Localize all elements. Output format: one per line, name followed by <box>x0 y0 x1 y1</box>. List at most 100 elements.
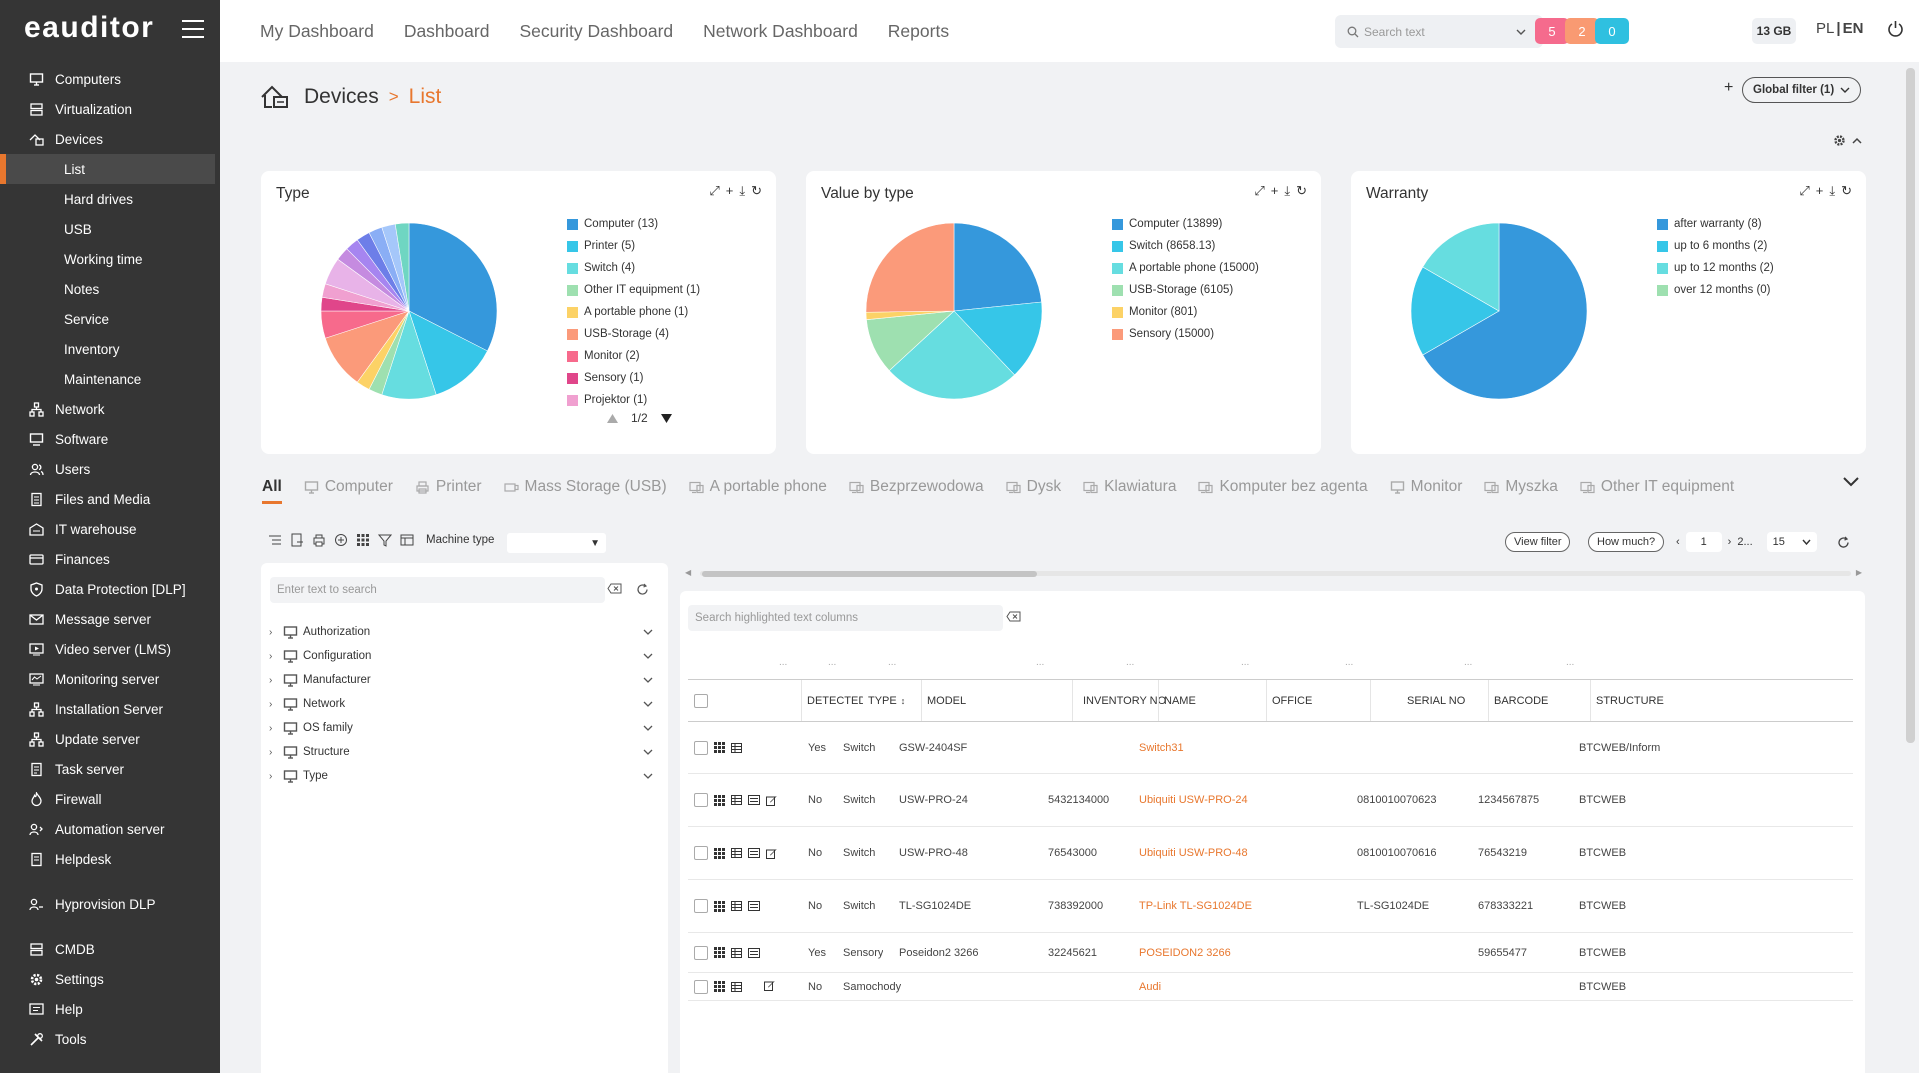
chevron-right-icon[interactable]: › <box>269 770 273 782</box>
download-icon[interactable]: ⤓ <box>1284 183 1291 198</box>
download-icon[interactable]: ⤓ <box>739 183 746 198</box>
sidebar-item-tools[interactable]: Tools <box>0 1024 220 1054</box>
sidebar-item-automation-server[interactable]: Automation server <box>0 814 220 844</box>
filter-tree-node[interactable]: › Configuration <box>269 644 659 668</box>
topnav-dashboard[interactable]: Dashboard <box>403 20 490 41</box>
topnav-network-dashboard[interactable]: Network Dashboard <box>703 20 858 41</box>
pie-chart[interactable] <box>1411 223 1587 399</box>
row-checkbox[interactable] <box>694 933 708 972</box>
grid-icon[interactable] <box>356 533 370 547</box>
legend-item[interactable]: Switch (4) <box>567 257 700 279</box>
table-icon[interactable] <box>731 901 742 911</box>
sidebar-item-it-warehouse[interactable]: IT warehouse <box>0 514 220 544</box>
card-icon[interactable] <box>748 848 760 858</box>
legend-item[interactable]: up to 6 months (2) <box>1657 235 1774 257</box>
sidebar-item-notes[interactable]: Notes <box>0 274 220 304</box>
add-circle-icon[interactable] <box>334 533 348 547</box>
tab-monitor[interactable]: Monitor <box>1390 474 1462 500</box>
refresh-icon[interactable] <box>1837 536 1850 549</box>
sidebar-item-usb[interactable]: USB <box>0 214 220 244</box>
table-icon[interactable] <box>731 742 742 753</box>
chevron-right-icon[interactable]: › <box>269 722 273 734</box>
col-serial-no[interactable]: SERIAL NO <box>1370 680 1488 721</box>
sidebar-item-hyprovision-dlp[interactable]: Hyprovision DLP <box>0 889 220 919</box>
top-search-box[interactable]: Search text <box>1335 15 1543 48</box>
chevron-down-icon[interactable] <box>643 653 653 659</box>
alert-badge[interactable]: 0 <box>1595 18 1629 44</box>
pie-slice[interactable] <box>394 223 410 312</box>
sidebar-item-computers[interactable]: Computers <box>0 64 220 94</box>
cell-name[interactable]: TP-Link TL-SG1024DE <box>1139 900 1252 912</box>
legend-item[interactable]: after warranty (8) <box>1657 213 1774 235</box>
chevron-right-icon[interactable]: › <box>269 698 273 710</box>
sidebar-item-software[interactable]: Software <box>0 424 220 454</box>
sidebar-item-inventory[interactable]: Inventory <box>0 334 220 364</box>
row-checkbox[interactable] <box>694 973 708 1000</box>
sidebar-item-working-time[interactable]: Working time <box>0 244 220 274</box>
alert-badge[interactable]: 5 <box>1535 18 1569 44</box>
language-switch[interactable]: PL | EN <box>1816 20 1863 37</box>
refresh-icon[interactable]: ↻ <box>751 183 762 198</box>
sidebar-item-firewall[interactable]: Firewall <box>0 784 220 814</box>
legend-item[interactable]: Other IT equipment (1) <box>567 279 700 301</box>
clear-search-icon[interactable] <box>607 583 622 594</box>
next-page-icon[interactable]: › <box>1727 536 1732 548</box>
tab-other-it-equipment[interactable]: Other IT equipment <box>1580 474 1734 500</box>
legend-prev-icon[interactable] <box>606 413 619 424</box>
grid-icon[interactable] <box>714 947 725 958</box>
topnav-my-dashboard[interactable]: My Dashboard <box>260 20 374 41</box>
tab-all[interactable]: All <box>262 474 282 504</box>
horizontal-scrollbar[interactable]: ◀ ▶ <box>680 568 1865 578</box>
legend-item[interactable]: A portable phone (1) <box>567 301 700 323</box>
pie-slice[interactable] <box>408 310 488 396</box>
alert-badge[interactable]: 2 <box>1565 18 1599 44</box>
table-row[interactable]: No Switch TL-SG1024DE 738392000 TP-Link TL-S… <box>688 880 1853 933</box>
scroll-right-icon[interactable]: ▶ <box>1855 568 1862 577</box>
page-input[interactable]: 1 <box>1685 532 1722 552</box>
table-row[interactable]: No Switch USW-PRO-24 5432134000 Ubiquiti USW… <box>688 774 1853 827</box>
sidebar-item-devices[interactable]: Devices <box>0 124 220 154</box>
add-icon[interactable]: + <box>1270 183 1279 198</box>
gear-icon[interactable] <box>1833 134 1846 147</box>
topnav-reports[interactable]: Reports <box>887 20 950 41</box>
clear-search-icon[interactable] <box>1006 611 1021 622</box>
prev-page-icon[interactable]: ‹ <box>1676 536 1680 548</box>
grid-icon[interactable] <box>714 847 725 859</box>
columns-icon[interactable] <box>400 533 414 547</box>
sidebar-item-helpdesk[interactable]: Helpdesk <box>0 844 220 874</box>
filter-icon[interactable] <box>378 533 392 547</box>
scroll-left-icon[interactable]: ◀ <box>685 568 692 577</box>
col-detected[interactable]: DETECTED <box>801 680 863 721</box>
row-checkbox[interactable] <box>694 722 708 773</box>
col-office[interactable]: OFFICE <box>1266 680 1370 721</box>
chevron-right-icon[interactable]: › <box>269 674 273 686</box>
row-checkbox[interactable] <box>694 880 708 932</box>
sidebar-item-video-server-lms[interactable]: Video server (LMS) <box>0 634 220 664</box>
col-inventory-no[interactable]: INVENTORY NO <box>1072 680 1168 721</box>
grid-icon[interactable] <box>714 900 725 912</box>
app-logo[interactable]: eauditor <box>24 12 154 44</box>
tab-komputer-bez-agenta[interactable]: Komputer bez agenta <box>1198 474 1368 500</box>
sidebar-item-settings[interactable]: Settings <box>0 964 220 994</box>
sidebar-item-data-protection-dlp[interactable]: Data Protection [DLP] <box>0 574 220 604</box>
pie-slice[interactable] <box>408 223 497 352</box>
chevron-down-icon[interactable] <box>643 725 653 731</box>
chevron-down-icon[interactable] <box>643 749 653 755</box>
vertical-scrollbar[interactable] <box>1906 68 1915 743</box>
expand-icon[interactable]: ⤢ <box>709 183 720 198</box>
table-row[interactable]: No Samochody Audi BTCWEB <box>688 973 1853 1001</box>
tab-dysk[interactable]: Dysk <box>1006 474 1061 500</box>
sidebar-item-monitoring-server[interactable]: Monitoring server <box>0 664 220 694</box>
column-filter-dots[interactable]: ... <box>888 657 897 668</box>
add-filter-button[interactable]: + <box>1724 79 1734 96</box>
filter-search-input[interactable]: Enter text to search <box>270 577 605 603</box>
pie-slice[interactable] <box>1422 223 1587 399</box>
refresh-icon[interactable]: ↻ <box>1296 183 1307 198</box>
grid-icon[interactable] <box>714 742 725 753</box>
print-icon[interactable] <box>312 533 326 547</box>
col-barcode[interactable]: BARCODE <box>1488 680 1588 721</box>
table-icon[interactable] <box>731 981 742 992</box>
filter-tree-node[interactable]: › Structure <box>269 740 659 764</box>
tab-myszka[interactable]: Myszka <box>1484 474 1558 500</box>
expand-icon[interactable]: ⤢ <box>1799 183 1810 198</box>
